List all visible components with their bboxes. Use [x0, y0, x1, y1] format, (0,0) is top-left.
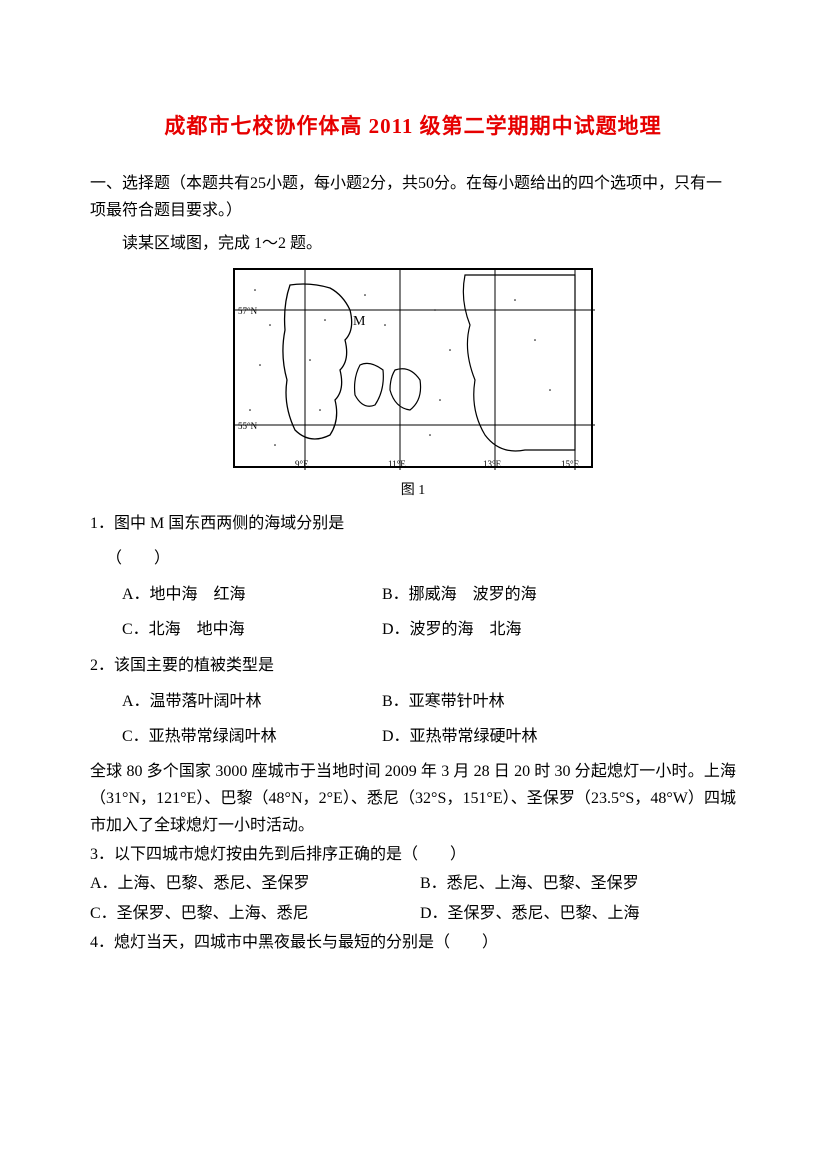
section-1-header: 一、选择题（本题共有25小题，每小题2分，共50分。在每小题给出的四个选项中，只… [90, 170, 736, 224]
exam-title: 成都市七校协作体高 2011 级第二学期期中试题地理 [90, 110, 736, 140]
lon-4-label: 15°E [561, 459, 580, 469]
q3-options-row2: C．圣保罗、巴黎、上海、悉尼 D．圣保罗、悉尼、巴黎、上海 [90, 900, 736, 927]
context-paragraph: 全球 80 多个国家 3000 座城市于当地时间 2009 年 3 月 28 日… [90, 758, 736, 840]
q2-options-row1: A．温带落叶阔叶林 B．亚寒带针叶林 [90, 687, 736, 717]
q1-option-c: C．北海 地中海 [122, 615, 382, 645]
question-1-text: 1．图中 M 国东西两侧的海域分别是 [90, 509, 736, 539]
map-figure-container: M 57°N 55°N 9°E 11°E 13°E 15°E [90, 268, 736, 475]
q2-option-d: D．亚热带常绿硬叶林 [382, 722, 538, 752]
lat-bot-label: 55°N [238, 421, 258, 431]
q1-options-row2: C．北海 地中海 D．波罗的海 北海 [90, 615, 736, 645]
lon-3-label: 13°E [483, 459, 502, 469]
q3-option-d: D．圣保罗、悉尼、巴黎、上海 [420, 900, 640, 927]
question-3-text: 3．以下四城市熄灯按由先到后排序正确的是（ ） [90, 841, 736, 868]
q3-option-b: B．悉尼、上海、巴黎、圣保罗 [420, 870, 639, 897]
question-2-text: 2．该国主要的植被类型是 [90, 651, 736, 681]
map-label-m: M [353, 314, 366, 329]
map-figure: M 57°N 55°N 9°E 11°E 13°E 15°E [233, 268, 593, 468]
q1-options-row1: A．地中海 红海 B．挪威海 波罗的海 [90, 580, 736, 610]
q2-options-row2: C．亚热带常绿阔叶林 D．亚热带常绿硬叶林 [90, 722, 736, 752]
map-svg: M 57°N 55°N 9°E 11°E 13°E 15°E [235, 270, 595, 470]
lat-top-label: 57°N [238, 306, 258, 316]
lon-1-label: 9°E [295, 459, 309, 469]
q2-option-c: C．亚热带常绿阔叶林 [122, 722, 382, 752]
q1-option-b: B．挪威海 波罗的海 [382, 580, 537, 610]
question-1-blank: （ ） [90, 544, 736, 574]
q3-options-row1: A．上海、巴黎、悉尼、圣保罗 B．悉尼、上海、巴黎、圣保罗 [90, 870, 736, 897]
q3-option-a: A．上海、巴黎、悉尼、圣保罗 [90, 870, 420, 897]
q2-option-a: A．温带落叶阔叶林 [122, 687, 382, 717]
lon-2-label: 11°E [388, 459, 406, 469]
question-4-text: 4．熄灯当天，四城市中黑夜最长与最短的分别是（ ） [90, 929, 736, 956]
q1-2-instruction: 读某区域图，完成 1～2 题。 [90, 230, 736, 257]
q2-option-b: B．亚寒带针叶林 [382, 687, 505, 717]
map-caption: 图 1 [90, 479, 736, 499]
q3-option-c: C．圣保罗、巴黎、上海、悉尼 [90, 900, 420, 927]
q1-option-a: A．地中海 红海 [122, 580, 382, 610]
q1-option-d: D．波罗的海 北海 [382, 615, 522, 645]
